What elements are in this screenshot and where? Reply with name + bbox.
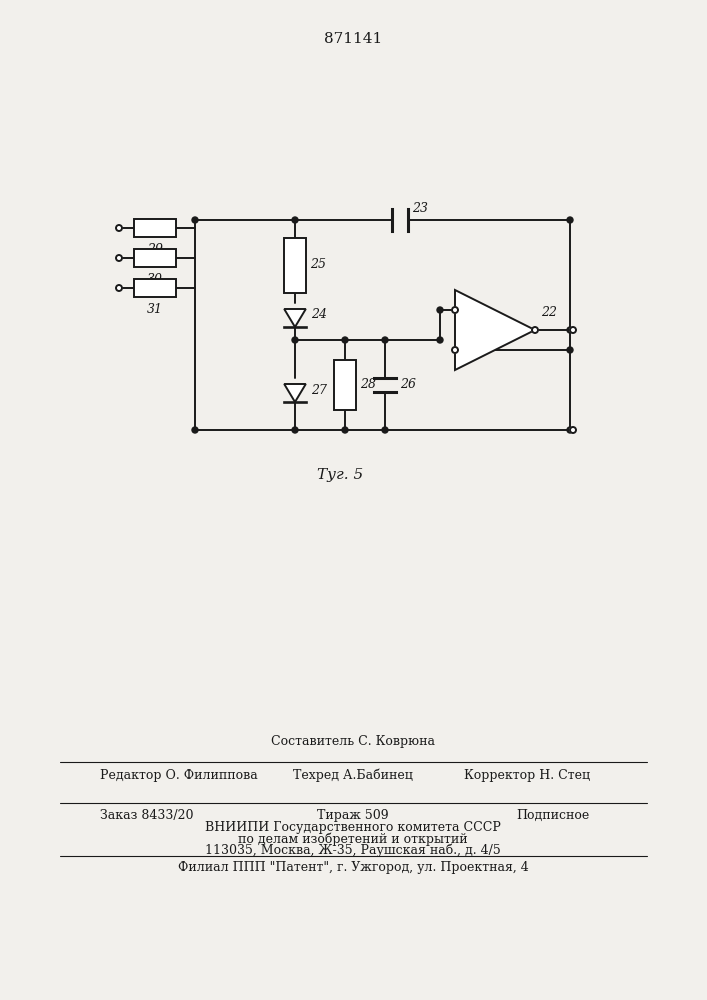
Circle shape — [192, 217, 198, 223]
Circle shape — [567, 217, 573, 223]
Circle shape — [452, 347, 458, 353]
Bar — [134, 249, 176, 267]
Text: по делам изобретений и открытий: по делам изобретений и открытий — [238, 832, 468, 846]
Bar — [134, 279, 176, 297]
Circle shape — [567, 347, 573, 353]
Bar — [134, 219, 176, 237]
Circle shape — [116, 255, 122, 261]
Text: 31: 31 — [147, 303, 163, 316]
Circle shape — [567, 427, 573, 433]
Circle shape — [292, 427, 298, 433]
Text: 22: 22 — [541, 306, 557, 318]
Text: Редактор О. Филиппова: Редактор О. Филиппова — [100, 768, 258, 782]
Circle shape — [437, 337, 443, 343]
Circle shape — [116, 285, 122, 291]
Text: 23: 23 — [412, 202, 428, 215]
Circle shape — [116, 225, 122, 231]
Polygon shape — [455, 290, 535, 370]
Circle shape — [342, 337, 348, 343]
Circle shape — [452, 307, 458, 313]
Polygon shape — [284, 384, 306, 402]
Circle shape — [567, 327, 573, 333]
Text: 113035, Москва, Ж-35, Раушская наб., д. 4/5: 113035, Москва, Ж-35, Раушская наб., д. … — [205, 843, 501, 857]
Circle shape — [382, 337, 388, 343]
Text: Тираж 509: Тираж 509 — [317, 808, 389, 822]
Polygon shape — [284, 309, 306, 327]
Text: 25: 25 — [310, 258, 326, 271]
Text: 27: 27 — [311, 383, 327, 396]
Circle shape — [292, 217, 298, 223]
Text: Филиал ППП "Патент", г. Ужгород, ул. Проектная, 4: Филиал ППП "Патент", г. Ужгород, ул. Про… — [177, 861, 528, 874]
Text: 26: 26 — [400, 378, 416, 391]
Bar — [334, 360, 356, 410]
Circle shape — [292, 337, 298, 343]
Text: Τуг. 5: Τуг. 5 — [317, 468, 363, 482]
Text: 871141: 871141 — [324, 32, 382, 46]
Bar — [284, 237, 306, 292]
Text: Составитель С. Коврюна: Составитель С. Коврюна — [271, 736, 435, 748]
Text: 29: 29 — [147, 243, 163, 256]
Text: 24: 24 — [311, 308, 327, 322]
Text: Заказ 8433/20: Заказ 8433/20 — [100, 808, 194, 822]
Circle shape — [570, 327, 576, 333]
Text: Техред А.Бабинец: Техред А.Бабинец — [293, 768, 413, 782]
Circle shape — [437, 307, 443, 313]
Circle shape — [342, 427, 348, 433]
Text: ВНИИПИ Государственного комитета СССР: ВНИИПИ Государственного комитета СССР — [205, 820, 501, 834]
Circle shape — [570, 427, 576, 433]
Text: Корректор Н. Стец: Корректор Н. Стец — [464, 768, 590, 782]
Circle shape — [382, 427, 388, 433]
Text: Подписное: Подписное — [517, 808, 590, 822]
Text: 28: 28 — [360, 378, 376, 391]
Text: 30: 30 — [147, 273, 163, 286]
Circle shape — [192, 427, 198, 433]
Circle shape — [532, 327, 538, 333]
